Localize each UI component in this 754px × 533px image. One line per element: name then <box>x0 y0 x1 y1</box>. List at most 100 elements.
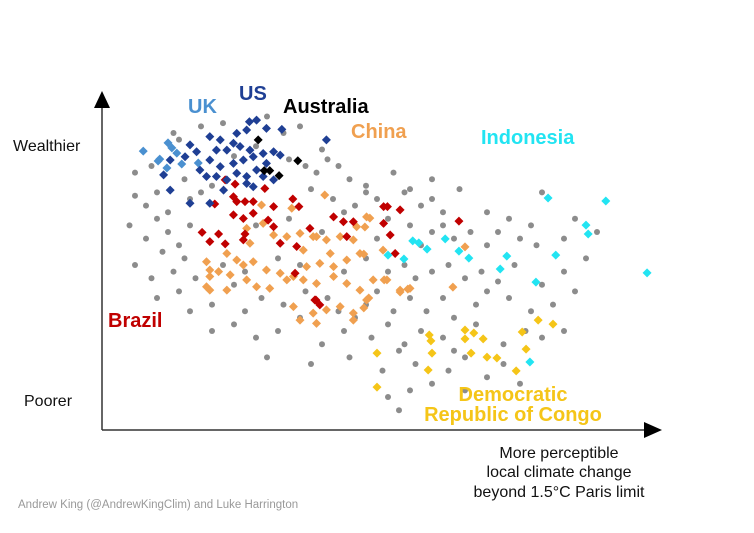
data-point-indonesia <box>583 229 593 239</box>
data-point-us <box>242 178 252 188</box>
data-point-brazil <box>385 230 395 240</box>
data-point-other-country <box>484 288 490 295</box>
data-point-other-country <box>412 361 419 367</box>
data-point-china <box>355 285 365 295</box>
data-point-other-country <box>445 367 452 374</box>
data-point-china <box>329 272 339 282</box>
data-point-other-country <box>462 275 468 282</box>
data-point-brazil <box>205 237 215 247</box>
data-point-uk <box>167 143 177 153</box>
data-point-uk <box>138 146 148 156</box>
y-axis-top-label: Wealthier <box>13 138 81 155</box>
data-point-other-country <box>528 222 534 229</box>
data-point-china <box>265 283 275 293</box>
data-point-brazil <box>315 300 325 310</box>
data-point-china <box>222 285 232 295</box>
data-point-brazil <box>238 213 248 223</box>
data-point-china <box>348 315 358 325</box>
data-point-china <box>242 275 252 285</box>
data-point-us <box>180 152 190 162</box>
data-point-other-country <box>346 354 353 361</box>
data-point-china <box>238 260 248 270</box>
data-point-other-country <box>302 288 309 295</box>
data-point-other-country <box>319 229 325 235</box>
data-point-other-country <box>275 328 281 334</box>
data-point-other-country <box>473 301 479 308</box>
data-point-other-country <box>495 229 501 235</box>
data-point-other-country <box>533 242 540 249</box>
data-point-indonesia <box>502 251 512 261</box>
data-point-us <box>159 170 169 180</box>
data-point-us <box>242 172 252 182</box>
data-point-us <box>192 147 202 157</box>
data-point-us <box>211 145 221 155</box>
x-axis-label-line-3: beyond 1.5°C Paris limit <box>474 484 645 501</box>
data-point-other-country <box>429 229 435 235</box>
data-point-australia <box>253 135 263 145</box>
data-point-democratic-republic-of-congo <box>517 327 527 337</box>
data-point-other-country <box>440 334 446 341</box>
data-point-us <box>219 185 229 195</box>
data-point-us <box>165 155 175 165</box>
data-point-other-country <box>401 341 408 348</box>
data-point-us <box>202 172 211 182</box>
data-point-other-country <box>253 222 259 229</box>
data-point-other-country <box>500 341 507 348</box>
data-point-china <box>205 265 215 275</box>
data-point-other-country <box>374 235 380 242</box>
data-point-china <box>360 222 370 232</box>
legend-label-drc-line-2: Republic of Congo <box>424 404 602 426</box>
data-point-brazil <box>348 217 358 227</box>
data-point-other-country <box>594 229 600 235</box>
data-point-other-country <box>401 262 408 268</box>
data-point-indonesia <box>601 196 611 206</box>
data-point-other-country <box>539 281 545 288</box>
data-point-other-country <box>330 196 336 202</box>
data-point-us <box>215 162 225 172</box>
data-point-other-country <box>572 215 578 222</box>
data-point-brazil <box>248 208 258 218</box>
data-point-other-country <box>165 229 171 235</box>
data-point-other-country <box>264 354 270 361</box>
data-point-other-country <box>341 268 347 275</box>
data-point-china <box>335 232 345 242</box>
data-point-democratic-republic-of-congo <box>478 334 488 344</box>
data-point-other-country <box>429 176 435 183</box>
data-point-other-country <box>390 169 397 176</box>
legend-label-drc-line-1: Democratic <box>459 384 568 406</box>
data-point-other-country <box>478 268 485 275</box>
data-point-china <box>378 245 388 255</box>
data-point-indonesia <box>543 193 553 203</box>
data-point-other-country <box>418 328 424 334</box>
data-point-other-country <box>407 387 413 394</box>
data-point-democratic-republic-of-congo <box>423 365 433 375</box>
data-point-us <box>228 158 238 168</box>
data-point-china <box>282 232 292 242</box>
data-point-indonesia <box>525 357 535 367</box>
data-point-other-country <box>209 328 215 334</box>
data-point-indonesia <box>531 277 541 287</box>
data-point-other-country <box>484 374 490 381</box>
data-point-australia <box>274 171 284 181</box>
data-point-other-country <box>561 328 567 334</box>
data-point-china <box>275 268 285 278</box>
data-point-other-country <box>302 163 309 169</box>
credit-text: Andrew King (@AndrewKingClim) and Luke H… <box>18 499 298 511</box>
data-point-other-country <box>231 281 237 288</box>
data-point-other-country <box>407 222 413 229</box>
data-point-us <box>248 152 258 162</box>
data-point-other-country <box>412 275 419 282</box>
data-point-us <box>258 148 268 158</box>
data-point-other-country <box>407 186 413 193</box>
data-point-other-country <box>148 275 155 282</box>
data-point-democratic-republic-of-congo <box>469 328 479 338</box>
data-point-other-country <box>429 380 435 387</box>
data-point-other-country <box>335 163 342 169</box>
data-point-other-country <box>132 169 138 176</box>
data-point-brazil <box>294 202 304 212</box>
data-point-other-country <box>363 182 369 189</box>
data-point-china <box>282 275 292 285</box>
data-point-democratic-republic-of-congo <box>482 352 492 362</box>
data-point-other-country <box>506 215 512 222</box>
